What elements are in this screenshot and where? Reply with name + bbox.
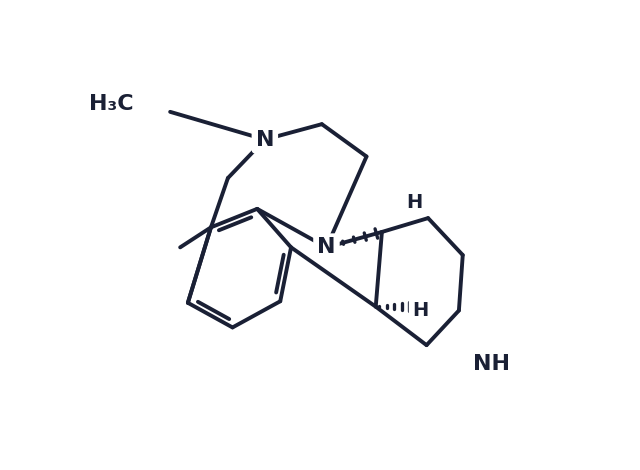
Text: N: N <box>255 130 274 149</box>
Text: N: N <box>317 237 336 258</box>
Text: NH: NH <box>473 354 510 375</box>
Text: H: H <box>412 301 429 320</box>
Text: H₃C: H₃C <box>90 94 134 114</box>
Text: H: H <box>406 193 422 212</box>
